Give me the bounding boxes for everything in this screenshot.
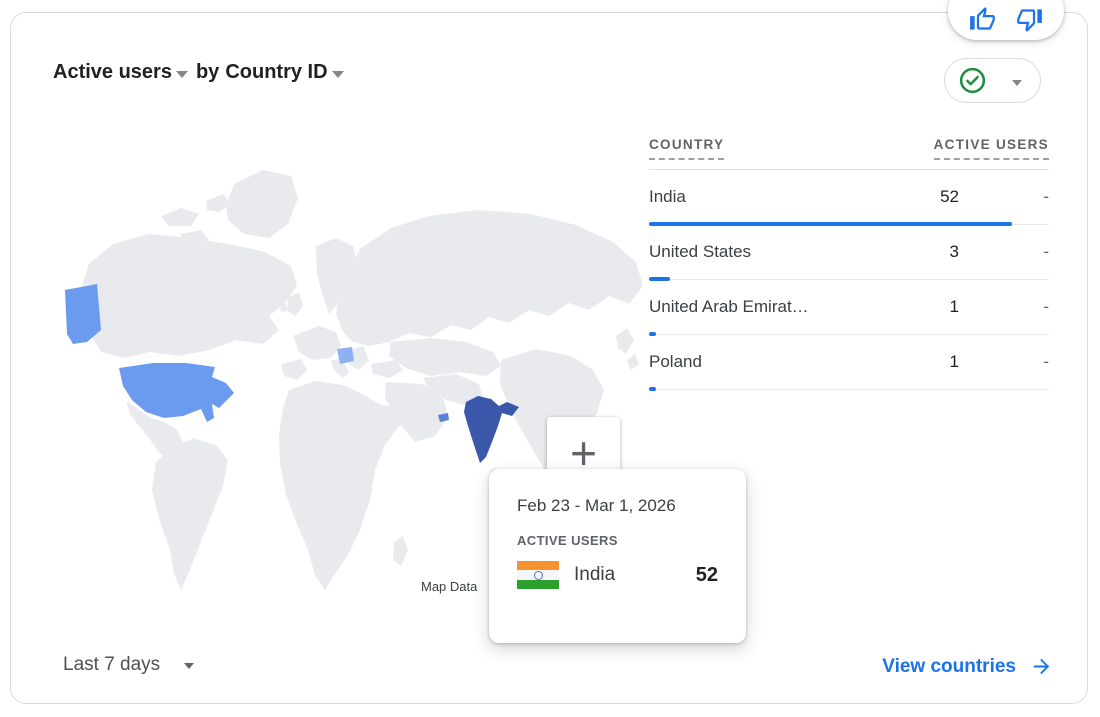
tooltip-metric-label: ACTIVE USERS	[517, 533, 618, 548]
row-country: India	[649, 187, 686, 206]
landmass-iran	[423, 374, 483, 406]
caret-down-icon	[184, 663, 195, 669]
landmass-arctic	[161, 208, 199, 226]
date-range-label: Last 7 days	[63, 654, 161, 675]
landmass-europe	[293, 326, 341, 360]
column-header-active-users[interactable]: ACTIVE USERS	[933, 137, 1049, 160]
table-row[interactable]: United Arab Emirat… 1 -	[649, 280, 1049, 336]
landmass-italy	[331, 358, 349, 378]
landmass-iberia	[281, 359, 307, 380]
date-range-selector[interactable]: Last 7 days	[63, 654, 196, 676]
row-delta: -	[1043, 242, 1049, 261]
tooltip-country-name: India	[574, 564, 616, 585]
landmass-china-se-asia	[500, 349, 604, 484]
country-india[interactable]	[464, 396, 519, 463]
tooltip-value: 52	[695, 563, 718, 586]
landmass-japan	[616, 328, 634, 354]
tooltip-country-row: India 52	[517, 561, 718, 589]
landmass-japan	[627, 354, 639, 370]
landmass-south-america	[152, 438, 228, 590]
check-circle-icon	[959, 67, 986, 94]
landmass-scandinavia	[316, 238, 357, 314]
table-row[interactable]: Poland 1 -	[649, 335, 1049, 391]
dimension-selector[interactable]: Country ID	[225, 61, 328, 83]
title-connector: by	[195, 61, 220, 83]
landmass-ireland	[280, 303, 287, 312]
landmass-madagascar	[393, 536, 408, 566]
country-alaska-us[interactable]	[65, 284, 101, 344]
data-quality-dropdown[interactable]	[944, 58, 1041, 103]
landmass-arctic	[206, 194, 231, 212]
caret-down-icon[interactable]	[331, 71, 344, 78]
landmass-greenland	[226, 170, 298, 238]
landmass-mexico	[126, 401, 191, 458]
column-header-country[interactable]: COUNTRY	[649, 137, 725, 160]
value-bar	[649, 387, 656, 391]
row-country: United Arab Emirat…	[649, 297, 809, 316]
row-value: 3	[949, 242, 959, 261]
view-countries-link[interactable]: View countries	[882, 655, 1053, 678]
country-poland[interactable]	[337, 347, 354, 364]
tooltip-date-range: Feb 23 - Mar 1, 2026	[517, 496, 676, 515]
row-value: 1	[949, 297, 959, 316]
row-value: 1	[949, 352, 959, 371]
plus-icon: +	[570, 427, 597, 479]
row-delta: -	[1043, 352, 1049, 371]
caret-down-icon	[1012, 79, 1022, 86]
value-bar	[649, 277, 670, 281]
map-attribution: Map Data	[414, 576, 485, 597]
geo-map-card: Active users by Country ID	[10, 12, 1088, 704]
map-tooltip: Feb 23 - Mar 1, 2026 ACTIVE USERS India …	[489, 469, 746, 643]
row-delta: -	[1043, 187, 1049, 206]
table-header: COUNTRY ACTIVE USERS	[649, 137, 1049, 170]
table-row[interactable]: India 52 -	[649, 170, 1049, 226]
landmass-uk	[287, 292, 303, 316]
value-bar	[649, 222, 1012, 226]
india-flag-icon	[517, 561, 559, 589]
country-table: COUNTRY ACTIVE USERS India 52 - United S…	[649, 137, 1049, 391]
landmass-canada	[79, 234, 297, 358]
thumbs-up-icon[interactable]	[969, 6, 996, 33]
row-country: United States	[649, 242, 752, 261]
metric-selector[interactable]: Active users	[53, 61, 172, 83]
row-delta: -	[1043, 297, 1049, 316]
table-row[interactable]: United States 3 -	[649, 225, 1049, 281]
landmass-africa	[279, 381, 400, 590]
value-bar	[649, 332, 656, 336]
card-title: Active users by Country ID	[53, 61, 346, 84]
country-united-states[interactable]	[119, 363, 234, 422]
view-countries-label: View countries	[882, 655, 1016, 677]
thumbs-down-icon[interactable]	[1016, 6, 1043, 33]
landmass-russia	[336, 210, 643, 346]
row-value: 52	[940, 187, 959, 206]
caret-down-icon[interactable]	[175, 71, 188, 78]
landmass-central-asia	[389, 338, 501, 376]
landmass-turkey	[371, 360, 403, 378]
country-united-arab-emirates[interactable]	[438, 413, 449, 422]
row-country: Poland	[649, 352, 702, 371]
arrow-right-icon	[1033, 658, 1050, 675]
landmass-arabia	[385, 382, 448, 442]
feedback-pill	[948, 0, 1064, 40]
